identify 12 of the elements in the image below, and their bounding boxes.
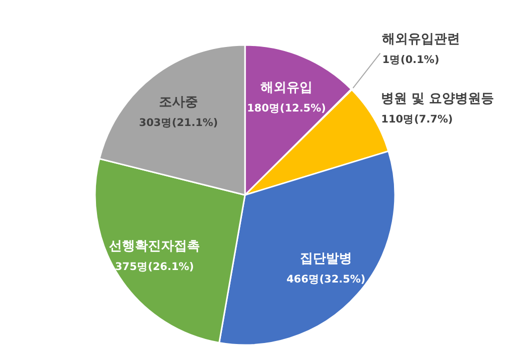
data-label: 1명(0.1%): [382, 54, 440, 66]
data-label: 110명(7.7%): [381, 114, 453, 126]
slice-label: 해외유입관련: [382, 32, 460, 48]
slice-label: 병원 및 요양병원등: [381, 92, 494, 107]
slice-label: 해외유입: [260, 80, 312, 96]
data-label: 303명(21.1%): [139, 116, 218, 129]
data-label: 180명(12.5%): [246, 102, 326, 114]
slice-label: 선행확진자접촉: [108, 238, 200, 254]
data-label: 466명(32.5%): [286, 274, 366, 286]
slice-label: 집단발병: [300, 252, 352, 266]
slice-label: 조사중: [159, 94, 198, 110]
data-label: 375명(26.1%): [115, 260, 194, 273]
